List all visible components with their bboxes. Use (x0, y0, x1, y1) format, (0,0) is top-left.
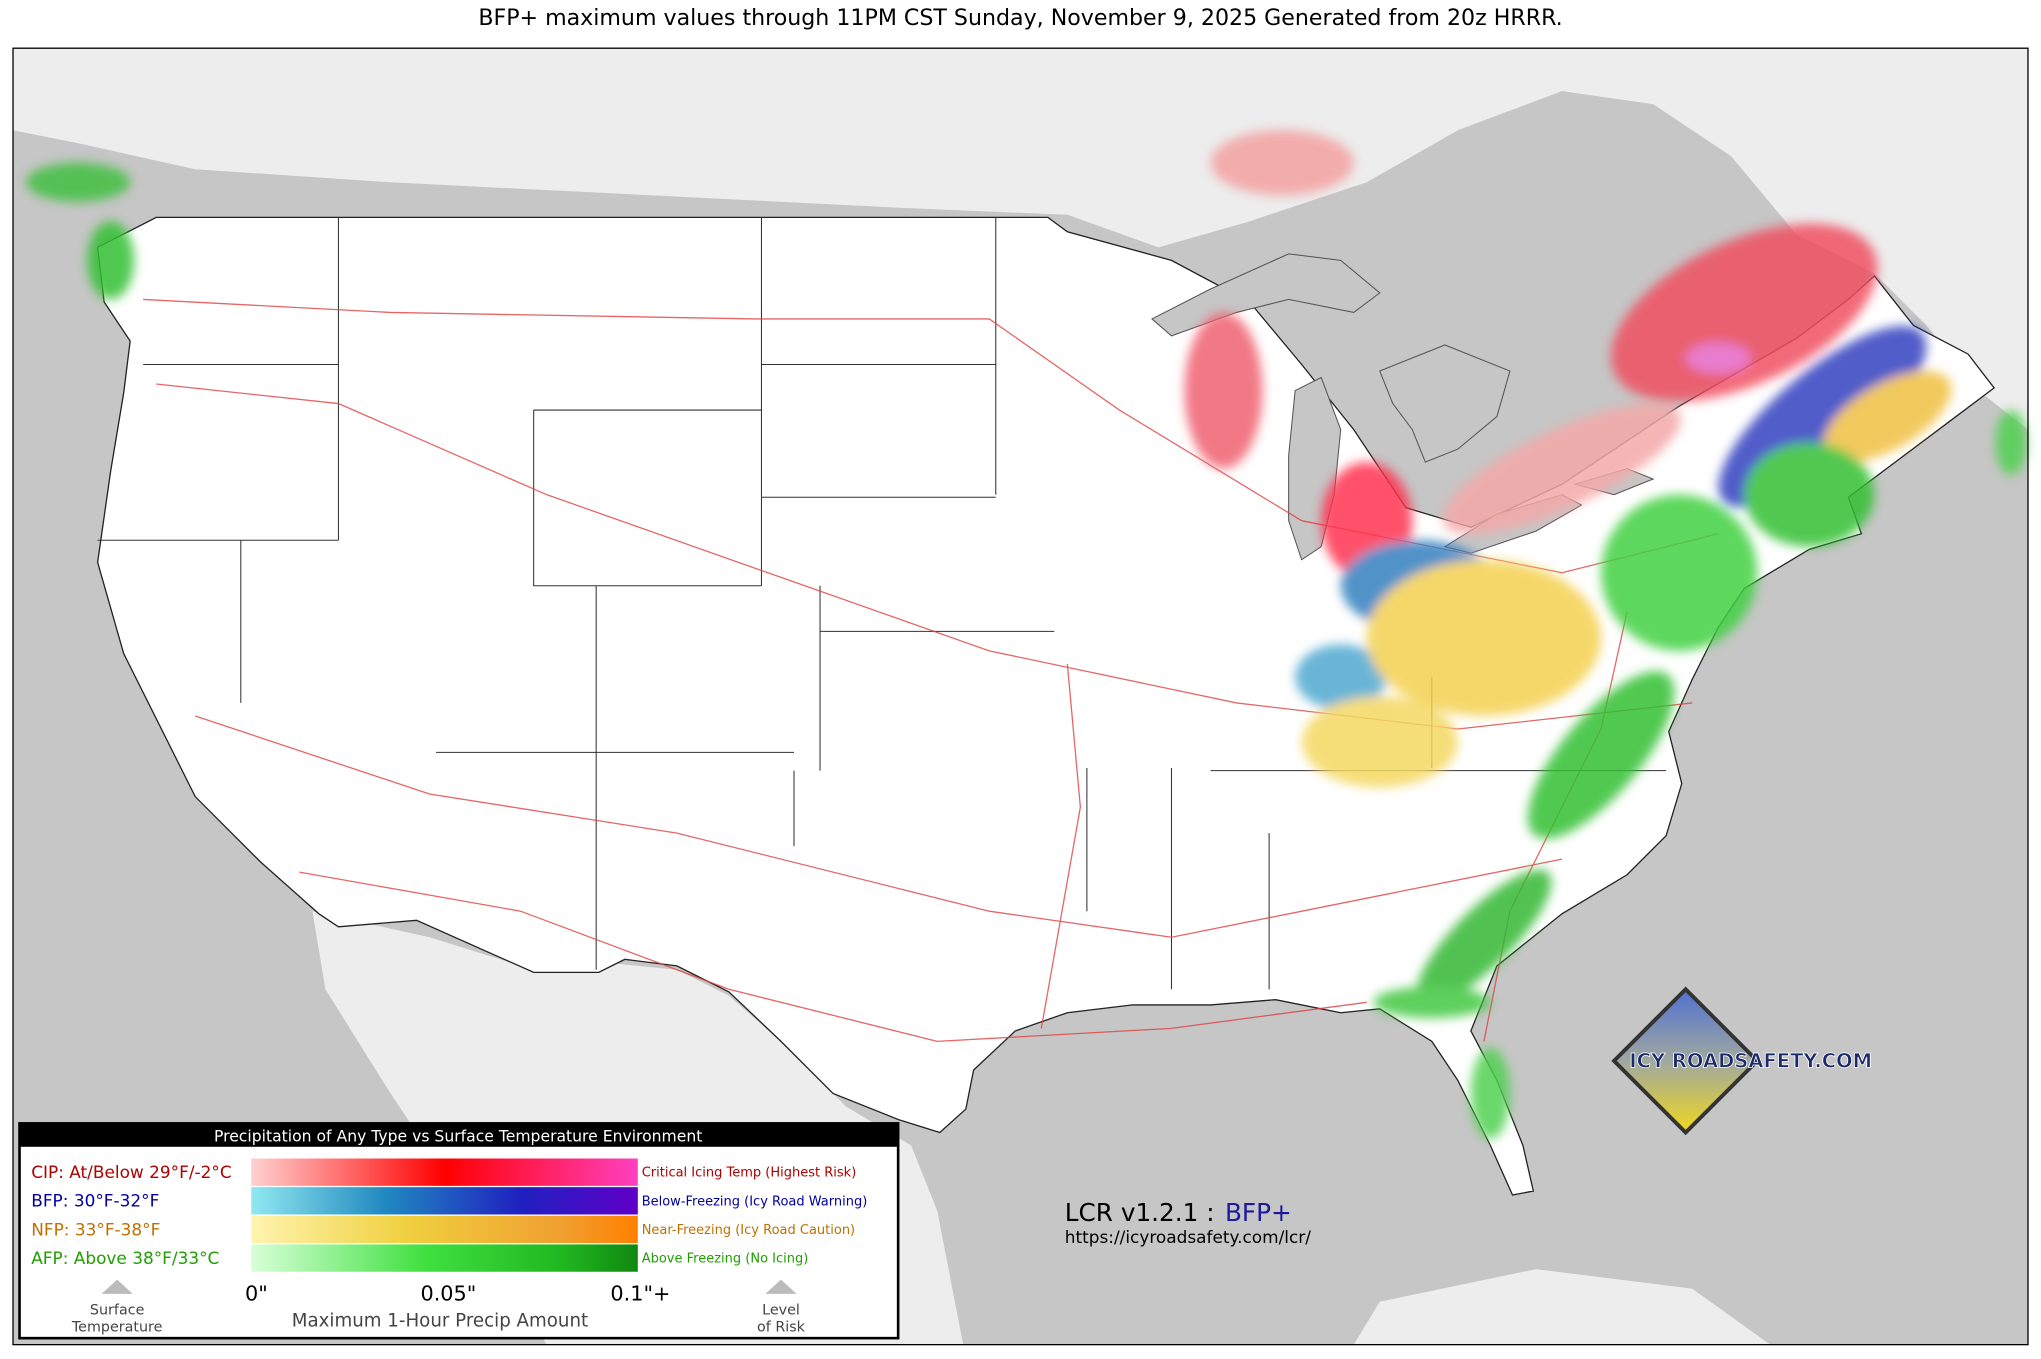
scale-title: Maximum 1-Hour Precip Amount (292, 1310, 588, 1331)
scale-label: 0.1"+ (610, 1281, 670, 1305)
right-marker: of Risk (757, 1320, 806, 1336)
map-shape: 0" 0.05" 0.1"+ (245, 1281, 670, 1305)
map-shape (1685, 342, 1751, 374)
legend-description: Below-Freezing (Icy Road Warning) (642, 1194, 868, 1209)
map-shape (1373, 986, 1491, 1018)
map-shape (97, 217, 1667, 990)
map-shape (299, 871, 1367, 1043)
legend-gradient (251, 1215, 638, 1244)
map-shape (1442, 403, 1682, 535)
map-shape (1295, 644, 1387, 710)
map-shape (13, 48, 2028, 430)
legend-gradient (251, 1244, 638, 1272)
legend-header: Precipitation of Any Type vs Surface Tem… (214, 1128, 702, 1146)
legend-description: Critical Icing Temp (Highest Risk) (642, 1166, 857, 1181)
map-shape (1416, 869, 1552, 1005)
right-marker: Level (762, 1303, 800, 1319)
map-shape: CIP: At/Below 29°F/-2°C Critical Icing Te… (31, 1158, 868, 1272)
map-shape (1366, 559, 1602, 716)
scale-label: 0.05" (420, 1281, 476, 1305)
map-shape (1470, 1047, 1510, 1139)
legend-gradient (251, 1158, 638, 1186)
map-shape (1527, 671, 1675, 839)
product-label: LCR v1.2.1 : BFP+ (1065, 1198, 1292, 1227)
map-shape (195, 715, 1563, 938)
map-shape (1353, 1269, 1771, 1345)
map-shape (1995, 410, 2027, 476)
map-title: BFP+ maximum values through 11PM CST Sun… (478, 5, 1562, 31)
map-shape (1601, 494, 1758, 651)
map-shape (1610, 223, 1878, 402)
legend-gradient (251, 1187, 638, 1215)
map-shape (1379, 344, 1511, 463)
product-name: BFP+ (1225, 1198, 1292, 1227)
legend-label: CIP: At/Below 29°F/-2°C (31, 1162, 231, 1182)
map-shape (12, 47, 2029, 1346)
logo: ICY ROADSAFETY.COM (1611, 986, 1872, 1136)
map-shape (26, 130, 2027, 1139)
map-shape (1301, 696, 1458, 788)
scale-label: 0" (245, 1281, 268, 1305)
left-marker: Surface (90, 1303, 145, 1319)
map-shape (1823, 371, 1952, 463)
map-shape (1611, 986, 1760, 1136)
map-shape (87, 221, 135, 300)
map-shape (101, 1279, 133, 1294)
product: LCR v1.2.1 : (1065, 1198, 1215, 1227)
map-shape (1040, 663, 1082, 1029)
map-shape (19, 1123, 899, 1147)
left-marker: Temperature (71, 1320, 163, 1336)
logo-text: ICY ROADSAFETY.COM (1629, 1049, 1872, 1072)
legend-description: Above Freezing (No Icing) (642, 1252, 809, 1267)
map-shape (765, 1279, 797, 1294)
map-shape (1744, 442, 1875, 547)
map-shape (26, 162, 131, 202)
map-shape (1210, 130, 1354, 196)
legend-label: NFP: 33°F-38°F (31, 1219, 160, 1239)
legend-description: Near-Freezing (Icy Road Caution) (642, 1223, 855, 1238)
map-shape (97, 217, 1667, 990)
legend-label: BFP: 30°F-32°F (31, 1191, 159, 1211)
legend: Precipitation of Any Type vs Surface Tem… (18, 1122, 900, 1340)
product-url: https://icyroadsafety.com/lcr/ (1065, 1227, 1311, 1247)
map-shape (1184, 312, 1263, 469)
legend-label: AFP: Above 38°F/33°C (31, 1248, 219, 1268)
